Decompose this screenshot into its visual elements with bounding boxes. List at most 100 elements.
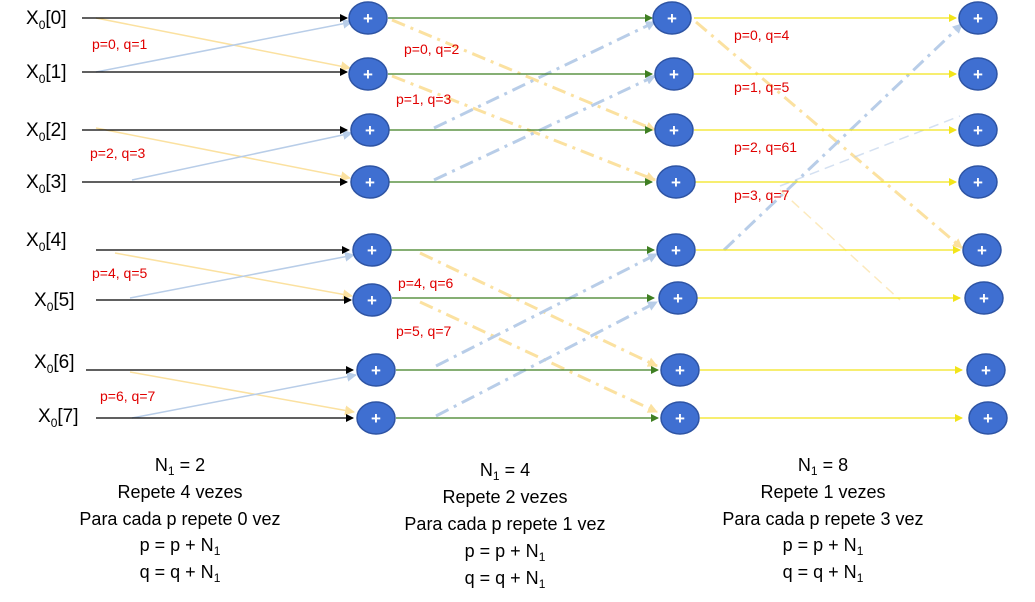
plus-sign: + — [367, 241, 377, 260]
adder-node: + — [966, 353, 1006, 387]
adder-node: + — [356, 353, 396, 387]
plus-sign: + — [979, 289, 989, 308]
adder-circle — [656, 233, 696, 267]
cross-line — [131, 129, 353, 181]
adder-node: + — [356, 401, 396, 435]
per-p-text: Para cada p repete 0 vez — [79, 509, 280, 529]
adder-circle — [958, 57, 998, 91]
adder-node: + — [968, 401, 1008, 435]
plus-sign: + — [363, 9, 373, 28]
pq-label: p=6, q=7 — [100, 388, 155, 404]
plus-sign: + — [371, 361, 381, 380]
plus-sign: + — [365, 173, 375, 192]
adder-circle — [660, 353, 700, 387]
input-label: X0[1] — [26, 62, 67, 86]
pq-label: p=0, q=2 — [404, 41, 459, 57]
adder-circle — [350, 165, 390, 199]
adder-node: + — [348, 1, 388, 35]
plus-sign: + — [667, 9, 677, 28]
cross-line — [695, 20, 963, 250]
adder-node: + — [656, 165, 696, 199]
cross-line — [435, 252, 658, 368]
stage-2-description: N1 = 4 Repete 2 vezes Para cada p repete… — [404, 460, 605, 591]
adder-circle — [350, 113, 390, 147]
adder-circle — [964, 281, 1004, 315]
cross-line — [779, 115, 961, 187]
pq-label: p=2, q=3 — [90, 145, 145, 161]
adder-circle — [348, 57, 388, 91]
input-label: X0[5] — [34, 290, 75, 314]
stage2-crossing-lines — [391, 18, 658, 418]
cross-line — [779, 189, 901, 301]
adder-node: + — [962, 233, 1002, 267]
n-value: N1 = 8 — [798, 455, 848, 478]
repeat-text: Repete 2 vezes — [442, 487, 567, 507]
adder-node: + — [958, 113, 998, 147]
pq-label: p=0, q=4 — [734, 27, 789, 43]
input-label: X0[3] — [26, 172, 67, 196]
plus-sign: + — [673, 289, 683, 308]
plus-sign: + — [973, 9, 983, 28]
adder-circle — [352, 283, 392, 317]
cross-line — [433, 20, 656, 130]
cross-line — [391, 74, 656, 182]
pq-label: p=0, q=1 — [92, 36, 147, 52]
cross-line — [433, 74, 656, 182]
adder-circle — [658, 281, 698, 315]
adder-node: + — [654, 57, 694, 91]
plus-sign: + — [365, 121, 375, 140]
input-label: X0[7] — [38, 406, 79, 430]
stage-descriptions: N1 = 2 Repete 4 vezes Para cada p repete… — [79, 455, 923, 591]
plus-sign: + — [981, 361, 991, 380]
cross-line — [435, 300, 658, 418]
cross-line — [131, 371, 357, 419]
plus-sign: + — [973, 121, 983, 140]
plus-sign: + — [675, 361, 685, 380]
adder-node: + — [660, 353, 700, 387]
adder-circle — [958, 113, 998, 147]
plus-sign: + — [973, 173, 983, 192]
pq-label: p=4, q=5 — [92, 265, 147, 281]
adder-circle — [656, 165, 696, 199]
input-label: X0[0] — [26, 8, 67, 32]
adder-circle — [356, 401, 396, 435]
plus-sign: + — [977, 241, 987, 260]
input-labels: X0[0] X0[1] X0[2] X0[3] X0[4] X0[5] X0[6… — [26, 8, 79, 430]
adder-node: + — [658, 281, 698, 315]
plus-sign: + — [671, 241, 681, 260]
q-update: q = q + N1 — [465, 568, 546, 591]
cross-line — [129, 371, 355, 416]
input-label: X0[6] — [34, 352, 75, 376]
pq-label: p=4, q=6 — [398, 275, 453, 291]
n-value: N1 = 2 — [155, 455, 205, 478]
adder-circle — [962, 233, 1002, 267]
per-p-text: Para cada p repete 3 vez — [722, 509, 923, 529]
plus-sign: + — [983, 409, 993, 428]
repeat-text: Repete 1 vezes — [760, 482, 885, 502]
adder-circle — [958, 1, 998, 35]
adder-circle — [352, 233, 392, 267]
q-update: q = q + N1 — [783, 562, 864, 585]
adder-node: + — [350, 165, 390, 199]
adder-circle — [968, 401, 1008, 435]
adder-circle — [966, 353, 1006, 387]
adder-node: + — [656, 233, 696, 267]
adder-circle — [654, 57, 694, 91]
adder-node: + — [660, 401, 700, 435]
p-update: p = p + N1 — [783, 535, 864, 558]
adder-circle — [356, 353, 396, 387]
input-label: X0[4] — [26, 230, 67, 254]
adder-node: + — [352, 233, 392, 267]
per-p-text: Para cada p repete 1 vez — [404, 514, 605, 534]
cross-line — [419, 251, 658, 368]
p-update: p = p + N1 — [140, 535, 221, 558]
stage3-lines — [694, 14, 963, 422]
plus-sign: + — [973, 65, 983, 84]
stage-1-description: N1 = 2 Repete 4 vezes Para cada p repete… — [79, 455, 280, 585]
pq-label: p=3, q=7 — [734, 187, 789, 203]
pq-label: p=1, q=5 — [734, 79, 789, 95]
repeat-text: Repete 4 vezes — [117, 482, 242, 502]
adder-node: + — [654, 113, 694, 147]
pq-label: p=2, q=61 — [734, 139, 797, 155]
